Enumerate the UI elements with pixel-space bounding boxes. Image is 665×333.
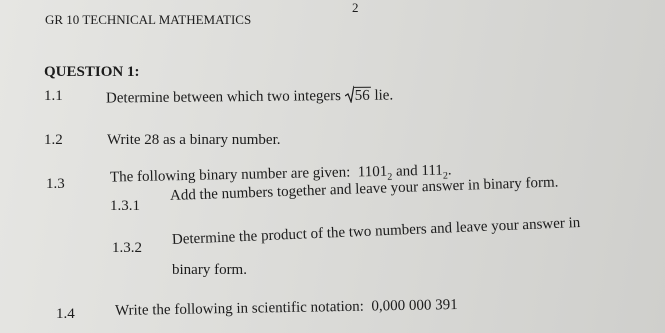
- question-title: QUESTION 1:: [44, 64, 140, 80]
- subitem-number: 1.3.1: [110, 198, 140, 214]
- subitem-text: binary form.: [172, 262, 247, 278]
- item-text: Determine between which two integers 56 …: [106, 84, 393, 107]
- number-value: 0,000 000 391: [371, 297, 458, 315]
- radicand: 56: [353, 86, 371, 104]
- item-number: 1.2: [44, 132, 63, 148]
- page-number: 2: [352, 0, 359, 15]
- subitem-number: 1.3.2: [112, 240, 142, 256]
- text: and: [395, 163, 418, 180]
- text: Determine between which two integers: [105, 88, 342, 107]
- item-number: 1.4: [56, 306, 75, 322]
- binary-number: 1101: [357, 163, 388, 181]
- item-number: 1.1: [44, 88, 63, 104]
- item-text: Write the following in scientific notati…: [115, 297, 458, 320]
- item-number: 1.3: [46, 176, 65, 192]
- text: .: [447, 162, 452, 179]
- binary-number: 111: [421, 162, 443, 180]
- radical-sign: [344, 85, 354, 104]
- header-title: GR 10 TECHNICAL MATHEMATICS: [45, 12, 252, 27]
- subitem-text: Determine the product of the two numbers…: [171, 214, 581, 248]
- item-text: Write 28 as a binary number.: [107, 132, 281, 148]
- text: Write the following in scientific notati…: [114, 298, 365, 319]
- text: lie.: [374, 87, 394, 104]
